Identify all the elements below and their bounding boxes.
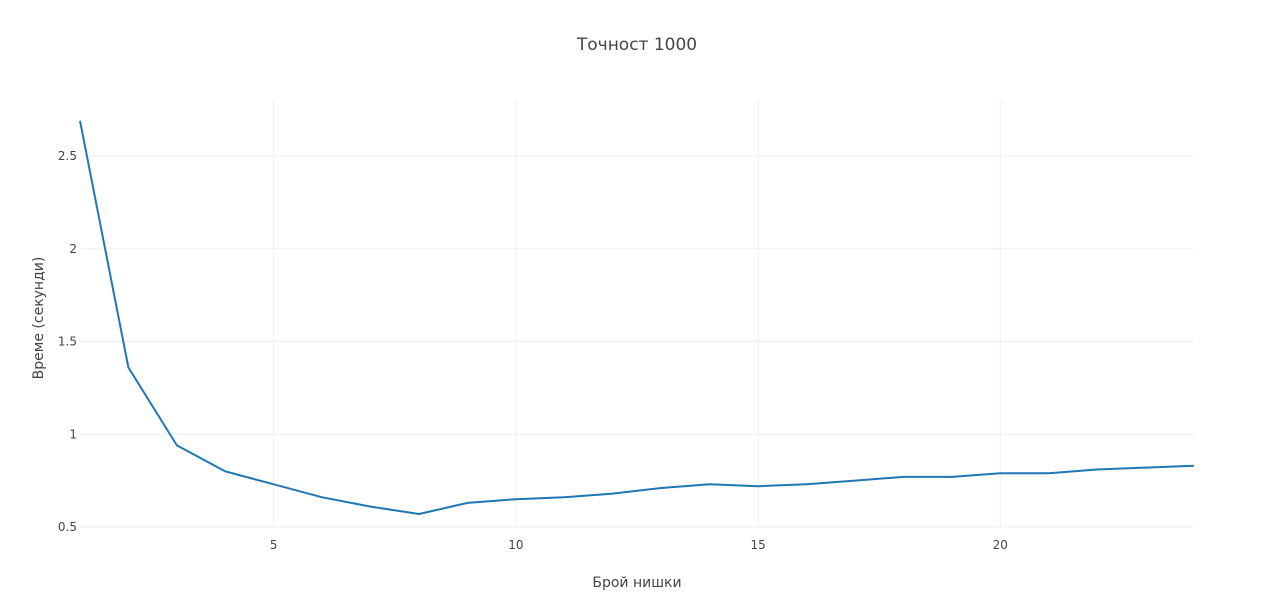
y-tick-labels: 0.5 1 1.5 2 2.5 [58, 149, 77, 534]
chart-title: Точност 1000 [576, 35, 697, 55]
y-tick-label: 2 [69, 242, 77, 256]
y-tick-label: 1.5 [58, 335, 77, 349]
series-line [79, 120, 1195, 515]
y-gridlines [80, 155, 1194, 528]
y-axis-title: Време (секунди) [31, 257, 47, 380]
x-gridlines [273, 100, 1001, 527]
y-tick-label: 2.5 [58, 149, 77, 163]
y-tick-label: 1 [69, 427, 77, 441]
x-tick-label: 15 [750, 538, 765, 552]
x-tick-labels: 5 10 15 20 [270, 538, 1008, 552]
series-group [79, 120, 1195, 515]
x-tick-label: 5 [270, 538, 278, 552]
y-tick-label: 0.5 [58, 520, 77, 534]
x-axis-title: Брой нишки [592, 575, 681, 591]
x-tick-label: 20 [993, 538, 1008, 552]
x-tick-label: 10 [508, 538, 523, 552]
